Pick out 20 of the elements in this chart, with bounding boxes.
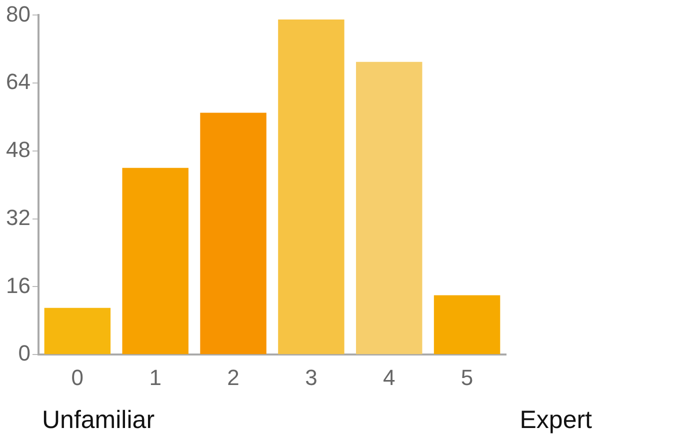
y-tick-label: 80 [6, 1, 30, 26]
text: Expert [520, 406, 592, 435]
x-tick-label: 5 [460, 364, 474, 390]
y-tick-label: 0 [18, 340, 30, 366]
y-tick-label: 32 [6, 204, 30, 230]
x-tick-label: 2 [227, 364, 240, 390]
bar [200, 112, 266, 354]
text: Unfamiliar [42, 406, 155, 435]
x-tick-label: 0 [71, 364, 84, 390]
bar [44, 308, 111, 354]
y-tick-label: 16 [6, 272, 30, 298]
x-tick-label: 1 [149, 364, 162, 390]
bar [278, 19, 344, 354]
x-tick-label: 4 [382, 364, 396, 390]
y-tick-label: 48 [6, 137, 30, 162]
bar [434, 295, 500, 354]
x-tick-label: 3 [305, 364, 318, 390]
bar [356, 62, 422, 354]
bar [122, 168, 188, 354]
y-tick-label: 64 [6, 69, 30, 94]
